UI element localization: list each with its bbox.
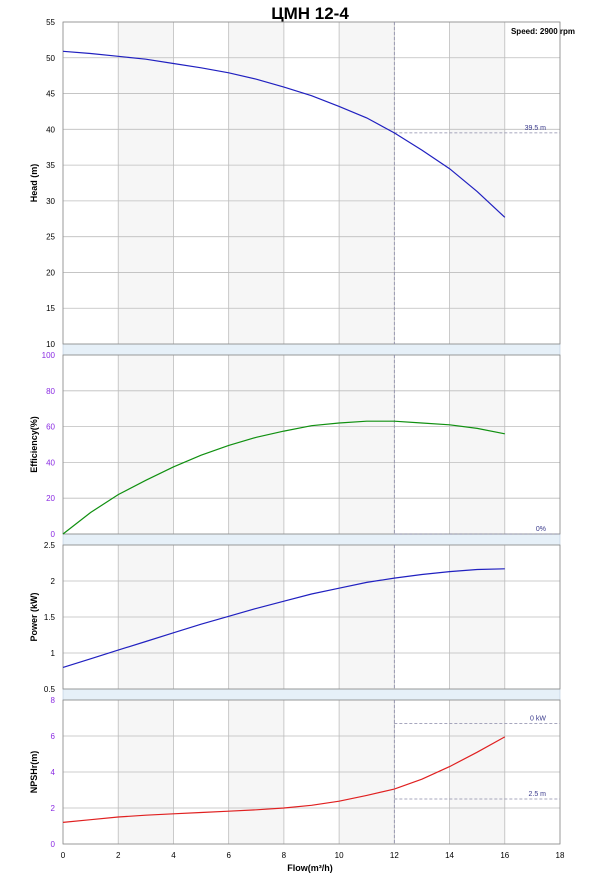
y-tick-label: 0.5 (44, 685, 56, 694)
y-axis-label: Power (kW) (29, 592, 39, 641)
y-axis-label: NPSHr(m) (29, 751, 39, 794)
x-tick-label: 12 (390, 851, 399, 860)
grid-column-shade (339, 355, 395, 534)
y-tick-label: 25 (46, 233, 55, 242)
grid-column-shade (449, 22, 505, 344)
y-tick-label: 40 (46, 125, 55, 134)
panel-power: 0.5 1 1.5 2 2.5 Power (kW) (29, 541, 561, 694)
x-tick-label: 2 (116, 851, 121, 860)
grid-column-shade (118, 355, 174, 534)
grid-column-shade (228, 355, 284, 534)
panel-separator-band (62, 688, 561, 701)
y-tick-label: 20 (46, 268, 55, 277)
y-tick-label: 2 (51, 577, 56, 586)
y-tick-label: 30 (46, 197, 55, 206)
y-axis-label: Head (m) (29, 164, 39, 203)
chart-title: ЦМН 12-4 (271, 4, 349, 23)
x-tick-label: 8 (282, 851, 287, 860)
x-tick-label: 6 (226, 851, 231, 860)
grid-column-shade (449, 355, 505, 534)
panel-head: 10 15 20 25 30 35 40 45 50 55 39.5 m Head (m) (29, 18, 561, 349)
grid-column-shade (118, 22, 174, 344)
y-tick-label: 20 (46, 494, 55, 503)
y-tick-label: 80 (46, 387, 55, 396)
grid-column-shade (228, 22, 284, 344)
x-tick-label: 0 (61, 851, 66, 860)
series-line-head (62, 50, 506, 218)
y-tick-label: 2.5 (44, 541, 56, 550)
x-axis-label: Flow(m³/h) (287, 863, 333, 873)
x-tick-label: 10 (335, 851, 344, 860)
panel-separator-band (62, 533, 561, 546)
panel-efficiency: 0 20 40 60 80 100 0% Efficiency(%) (29, 351, 561, 539)
panel-separator-band (62, 343, 561, 356)
y-tick-label: 100 (42, 351, 56, 360)
panel-frame (62, 699, 561, 845)
grid-column-shade (339, 22, 395, 344)
y-tick-label: 2 (51, 804, 56, 813)
x-tick-label: 4 (171, 851, 176, 860)
panel-frame (62, 544, 561, 690)
y-axis-label: Efficiency(%) (29, 416, 39, 473)
panel-frame (62, 21, 561, 345)
panel-frame (62, 354, 561, 535)
y-tick-label: 50 (46, 54, 55, 63)
y-tick-label: 1 (51, 649, 56, 658)
annotation-label: 39.5 m (525, 125, 547, 132)
y-tick-label: 8 (51, 696, 56, 705)
series-line-efficiency (62, 420, 505, 535)
y-tick-label: 60 (46, 423, 55, 432)
y-tick-label: 4 (51, 768, 56, 777)
x-tick-label: 18 (556, 851, 565, 860)
panel-npsh: 0 2 4 6 8 0 kW 2.5 m NPSHr(m) (29, 696, 561, 849)
y-tick-label: 6 (51, 732, 56, 741)
y-tick-label: 55 (46, 18, 55, 27)
series-line-power (62, 568, 505, 668)
annotation-label: 0 kW (530, 715, 546, 722)
y-tick-label: 0 (51, 530, 56, 539)
y-tick-label: 40 (46, 458, 55, 467)
speed-label: Speed: 2900 rpm (511, 27, 575, 36)
annotation-label: 2.5 m (528, 791, 546, 798)
y-tick-label: 35 (46, 161, 55, 170)
x-tick-label: 16 (500, 851, 509, 860)
y-tick-label: 15 (46, 304, 55, 313)
y-tick-label: 0 (51, 840, 56, 849)
x-tick-label: 14 (445, 851, 454, 860)
y-tick-label: 1.5 (44, 613, 56, 622)
annotation-label: 0% (536, 526, 546, 533)
y-tick-label: 10 (46, 340, 55, 349)
y-tick-label: 45 (46, 90, 55, 99)
series-line-npsh (62, 736, 506, 823)
